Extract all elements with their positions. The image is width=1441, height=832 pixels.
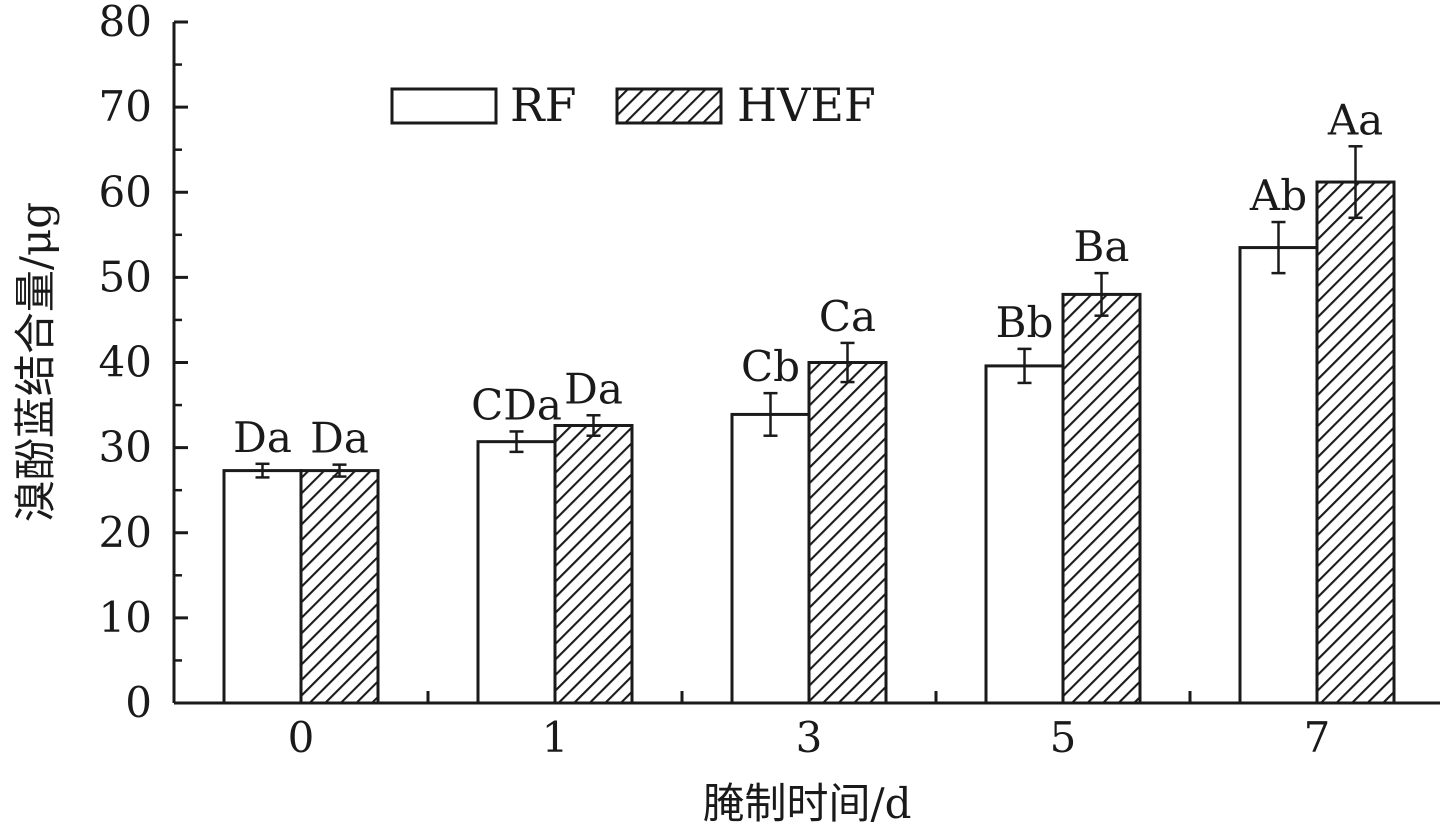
y-tick-label: 70 — [99, 82, 152, 131]
x-axis-title: 腌制时间/d — [702, 779, 911, 828]
x-axis: 0 1 3 5 7 — [172, 691, 1440, 762]
y-tick-label: 0 — [125, 678, 152, 727]
bar-rf — [222, 469, 303, 705]
bar-rf — [476, 440, 557, 705]
significance-label: Ca — [819, 292, 876, 341]
y-tick-label: 50 — [99, 252, 152, 301]
bar-hvef — [807, 361, 888, 705]
significance-label: Ba — [1074, 222, 1130, 271]
y-tick-label: 80 — [99, 0, 152, 46]
bar-rf — [730, 412, 811, 705]
legend-label-rf: RF — [510, 78, 577, 132]
legend: RF HVEF — [390, 78, 876, 132]
x-tick-label: 3 — [796, 713, 823, 762]
legend-swatch-hvef — [615, 87, 723, 125]
x-tick-label: 7 — [1304, 713, 1331, 762]
y-axis: 0 10 20 30 40 50 60 70 80 — [99, 0, 188, 727]
bar-hvef — [1315, 180, 1396, 705]
legend-swatch-rf — [390, 87, 498, 125]
significance-label: Aa — [1327, 95, 1383, 144]
bar-hvef — [1061, 292, 1142, 705]
y-tick-label: 30 — [99, 423, 152, 472]
significance-label: Bb — [996, 298, 1054, 347]
significance-label: Ab — [1249, 171, 1307, 220]
significance-label: CDa — [471, 380, 562, 429]
x-tick-label: 1 — [542, 713, 569, 762]
y-tick-label: 10 — [99, 593, 152, 642]
bar-rf — [1238, 246, 1319, 705]
x-tick-label: 0 — [288, 713, 315, 762]
y-tick-label: 40 — [99, 338, 152, 387]
y-axis-title: 溴酚蓝结合量/μg — [11, 202, 60, 522]
y-tick-label: 20 — [99, 508, 152, 557]
bar-rf — [984, 364, 1065, 705]
bar-hvef — [299, 469, 380, 705]
significance-label: Da — [310, 414, 369, 463]
bar-hvef — [553, 423, 634, 705]
significance-label: Da — [233, 413, 292, 462]
significance-label: Da — [564, 364, 623, 413]
y-tick-label: 60 — [99, 167, 152, 216]
legend-label-hvef: HVEF — [737, 78, 876, 132]
significance-label: Cb — [741, 342, 800, 391]
x-tick-label: 5 — [1050, 713, 1077, 762]
